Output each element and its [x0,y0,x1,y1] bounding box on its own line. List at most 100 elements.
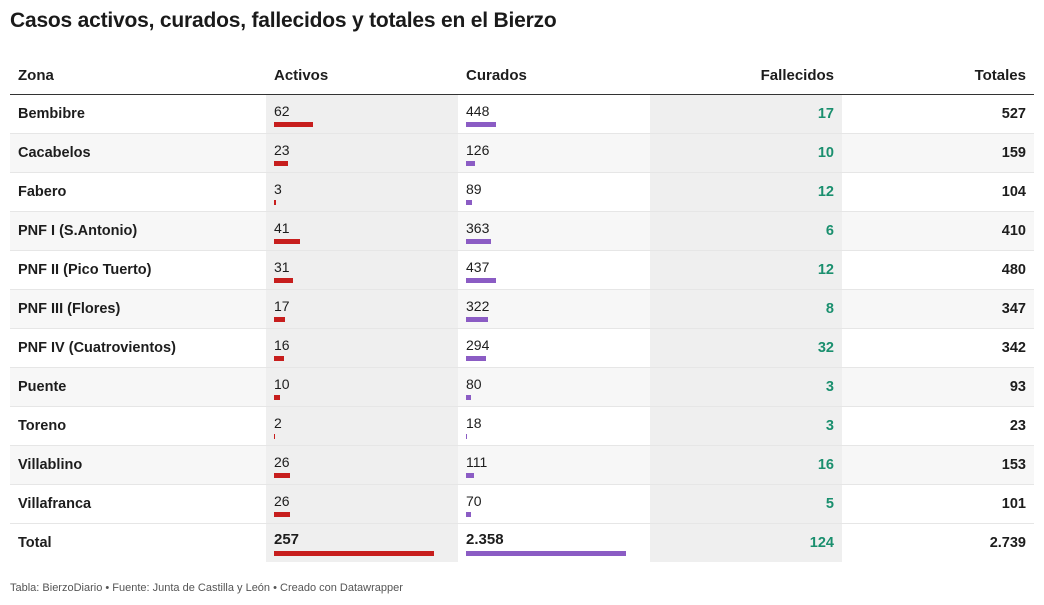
curados-cell: 18 [458,406,650,446]
activos-value: 23 [274,142,290,158]
curados-value: 126 [466,142,490,158]
activos-bar [274,278,294,283]
curados-cell: 80 [458,367,650,407]
curados-cell: 2.358 [458,524,650,563]
fallecidos-cell: 12 [650,250,842,290]
header-activos: Activos [266,56,458,95]
curados-bar [466,161,475,166]
table-row: PNF II (Pico Tuerto) 31 437 12 480 [10,250,1034,290]
header-zona: Zona [10,56,266,95]
fallecidos-cell: 6 [650,211,842,251]
zona-cell: Fabero [10,172,266,212]
activos-bar [274,551,434,556]
activos-value: 26 [274,454,290,470]
totales-cell: 159 [842,133,1034,173]
fallecidos-cell: 10 [650,133,842,173]
activos-bar [274,122,313,127]
totales-cell: 153 [842,445,1034,485]
totales-cell: 2.739 [989,535,1026,551]
totales-cell: 23 [842,406,1034,446]
fallecidos-cell: 8 [650,289,842,329]
table-row: PNF IV (Cuatrovientos) 16 294 32 342 [10,328,1034,368]
zona-cell: Cacabelos [10,133,266,173]
curados-cell: 294 [458,328,650,368]
curados-value: 70 [466,493,482,509]
curados-bar [466,551,626,556]
activos-value: 31 [274,259,290,275]
zona-cell: Total [18,535,52,551]
curados-cell: 363 [458,211,650,251]
fallecidos-cell: 12 [650,172,842,212]
zona-cell: Toreno [10,406,266,446]
curados-value: 80 [466,376,482,392]
curados-cell: 322 [458,289,650,329]
zona-cell: Villablino [10,445,266,485]
curados-value: 2.358 [466,531,504,548]
table-row: PNF III (Flores) 17 322 8 347 [10,289,1034,329]
table-row: Fabero 3 89 12 104 [10,172,1034,212]
activos-cell: 17 [266,289,458,329]
totales-cell: 93 [842,367,1034,407]
activos-bar [274,395,281,400]
activos-value: 10 [274,376,290,392]
table-row: Puente 10 80 3 93 [10,367,1034,407]
activos-bar [274,161,289,166]
activos-value: 3 [274,181,282,197]
activos-cell: 62 [266,94,458,134]
table-row: Villafranca 26 70 5 101 [10,484,1034,524]
curados-cell: 437 [458,250,650,290]
activos-cell: 23 [266,133,458,173]
footer-credits: Tabla: BierzoDiario • Fuente: Junta de C… [10,582,403,594]
fallecidos-cell: 17 [650,94,842,134]
curados-value: 363 [466,220,490,236]
curados-value: 448 [466,103,490,119]
table-row: Villablino 26 111 16 153 [10,445,1034,485]
activos-cell: 3 [266,172,458,212]
zona-cell: PNF II (Pico Tuerto) [10,250,266,290]
header-row: Zona Activos Curados Fallecidos Totales [10,56,1034,95]
activos-value: 16 [274,337,290,353]
curados-bar [466,239,491,244]
curados-bar [466,434,468,439]
fallecidos-cell: 3 [650,406,842,446]
curados-value: 18 [466,415,482,431]
activos-bar [274,473,291,478]
totales-cell: 347 [842,289,1034,329]
curados-bar [466,395,472,400]
header-fallecidos: Fallecidos [650,56,842,95]
zona-cell: Bembibre [10,94,266,134]
curados-cell: 70 [458,484,650,524]
curados-bar [466,317,488,322]
table-row: PNF I (S.Antonio) 41 363 6 410 [10,211,1034,251]
zona-cell: PNF IV (Cuatrovientos) [10,328,266,368]
curados-cell: 126 [458,133,650,173]
totales-cell: 342 [842,328,1034,368]
activos-bar [274,434,276,439]
zona-cell: Puente [10,367,266,407]
curados-value: 294 [466,337,490,353]
total-row: Total 257 2.358 124 2.739 [10,523,1034,563]
curados-cell: 111 [458,445,650,485]
fallecidos-cell: 16 [650,445,842,485]
activos-bar [274,512,291,517]
table-row: Cacabelos 23 126 10 159 [10,133,1034,173]
totales-cell: 480 [842,250,1034,290]
curados-bar [466,278,496,283]
curados-bar [466,356,486,361]
activos-bar [274,317,285,322]
curados-bar [466,473,474,478]
activos-value: 257 [274,531,300,548]
fallecidos-cell: 124 [650,523,842,562]
fallecidos-cell: 32 [650,328,842,368]
activos-bar [274,356,284,361]
curados-bar [466,122,497,127]
zona-cell: PNF III (Flores) [10,289,266,329]
table-row: Bembibre 62 448 17 527 [10,94,1034,134]
table-title: Casos activos, curados, fallecidos y tot… [10,9,557,32]
activos-bar [274,239,300,244]
activos-cell: 10 [266,367,458,407]
activos-value: 2 [274,415,282,431]
activos-cell: 16 [266,328,458,368]
curados-bar [466,512,471,517]
curados-value: 322 [466,298,490,314]
